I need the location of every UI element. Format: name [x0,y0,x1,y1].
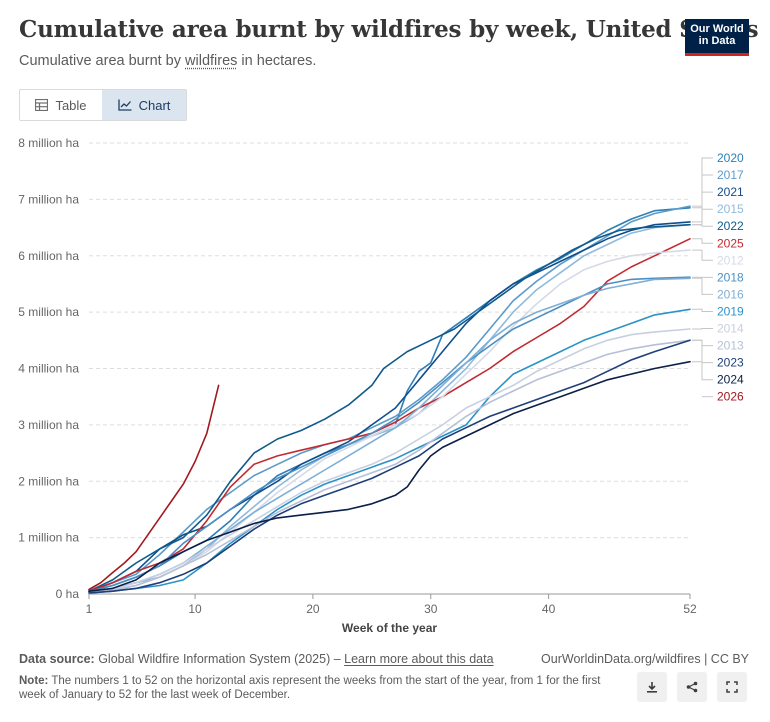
share-button[interactable] [677,672,707,702]
legend-label-2023: 2023 [717,356,744,370]
legend-label-2014: 2014 [717,322,744,336]
learn-more-link[interactable]: Learn more about this data [344,652,494,666]
subtitle-prefix: Cumulative area burnt by [19,53,186,69]
x-tick-label: 1 [86,602,93,616]
y-tick-label: 5 million ha [18,305,79,319]
y-tick-label: 3 million ha [18,418,79,432]
series-line-2022 [88,223,691,593]
legend-connector [692,339,713,364]
legend-connector [692,328,713,330]
legend-connector [692,238,713,244]
series-line-2016 [88,277,691,594]
legend-connector [692,174,713,207]
legend-label-2024: 2024 [717,373,744,387]
series-line-2014 [88,328,691,594]
legend-connector [692,249,713,261]
y-tick-label: 0 ha [56,587,80,601]
tab-chart[interactable]: Chart [102,90,186,120]
download-icon [647,682,657,693]
legend-label-2018: 2018 [717,270,744,284]
series-line-2018 [88,276,691,593]
legend-label-2012: 2012 [717,253,744,267]
series-line-2013 [88,339,691,594]
expand-icon [726,681,738,693]
y-tick-label: 6 million ha [18,249,79,263]
legend-connector [692,361,713,381]
y-tick-label: 1 million ha [18,531,79,545]
x-axis-title: Week of the year [342,621,437,635]
fullscreen-button[interactable] [717,672,747,702]
series-line-2019 [88,308,691,594]
logo-line-1: Our World [690,23,744,35]
legend-connector [692,191,713,223]
x-tick-label: 40 [542,602,556,616]
series-line-2020 [88,207,691,593]
series-line-2026 [88,384,220,591]
chart-title: Cumulative area burnt by wildfires by we… [19,16,759,43]
x-tick-label: 20 [306,602,320,616]
series-line-2024 [88,360,691,593]
owid-logo[interactable]: Our World in Data [685,19,749,56]
data-source-text: Global Wildfire Information System (2025… [94,652,345,666]
y-tick-label: 2 million ha [18,474,79,488]
subtitle-suffix: in hectares. [237,53,317,69]
series-line-2025 [88,238,691,593]
y-tick-label: 7 million ha [18,192,79,206]
legend-label-2021: 2021 [717,185,744,199]
legend-connector [692,277,713,295]
chart-note: Note: The numbers 1 to 52 on the horizon… [19,674,619,702]
series-line-2023 [88,339,691,594]
legend-label-2026: 2026 [717,390,744,404]
tab-table[interactable]: Table [20,90,102,120]
x-tick-label: 52 [683,602,697,616]
table-icon [35,99,49,111]
legend-connector [692,308,713,312]
tab-chart-label: Chart [138,97,171,113]
legend-label-2025: 2025 [717,236,744,250]
tab-table-label: Table [55,97,87,113]
note-text: The numbers 1 to 52 on the horizontal ax… [19,675,601,701]
legend-label-2013: 2013 [717,339,744,353]
data-source: Data source: Global Wildfire Information… [19,652,494,666]
chart-area: 0 ha 1 million ha 2 million ha 3 million ha… [0,128,770,643]
x-tick-label: 10 [188,602,202,616]
line-chart-icon [117,99,132,111]
wildfires-term-link[interactable]: wildfires [185,53,238,69]
line-chart: 0 ha 1 million ha 2 million ha 3 million ha… [18,136,744,635]
legend-label-2022: 2022 [717,219,744,233]
data-source-label: Data source: [19,652,95,666]
legend-label-2016: 2016 [717,287,744,301]
legend-label-2019: 2019 [717,304,744,318]
source-url[interactable]: OurWorldinData.org/wildfires | CC BY [541,652,749,666]
y-tick-label: 4 million ha [18,362,79,376]
series-line-2012 [88,249,691,594]
view-tabs: Table Chart [19,89,187,121]
legend-label-2017: 2017 [717,168,744,182]
legend-label-2020: 2020 [717,151,744,165]
logo-line-2: in Data [698,35,736,47]
legend-connector [692,224,713,227]
note-label: Note: [19,675,49,687]
download-button[interactable] [637,672,667,702]
y-tick-label: 8 million ha [18,136,79,150]
share-icon [686,681,698,693]
x-tick-label: 30 [424,602,438,616]
legend-label-2015: 2015 [717,202,744,216]
chart-subtitle: Cumulative area burnt by wildfires in he… [19,53,316,69]
